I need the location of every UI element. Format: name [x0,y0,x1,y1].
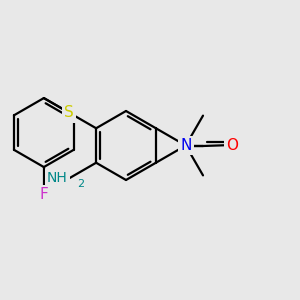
Text: S: S [64,105,74,120]
Text: N: N [180,138,191,153]
Text: O: O [226,138,238,153]
Text: NH: NH [47,171,68,185]
Text: F: F [40,187,48,202]
Text: 2: 2 [77,179,84,189]
Text: N: N [180,138,191,153]
